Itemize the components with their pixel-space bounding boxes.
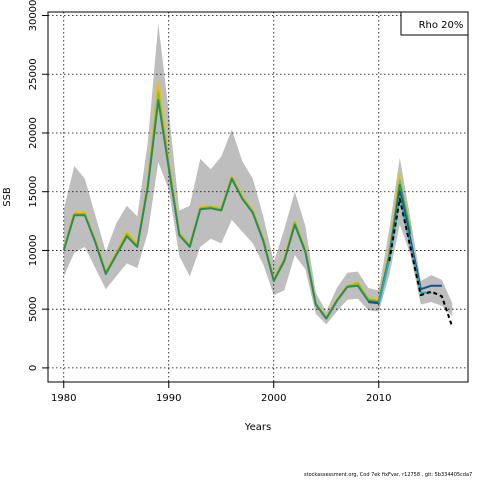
x-tick-label-2: 2000	[261, 393, 286, 404]
x-tick-label-3: 2010	[366, 393, 391, 404]
series-lines	[62, 81, 454, 328]
y-axis: 0 5000 10000 15000 20000 25000 30000	[28, 0, 48, 371]
x-axis-title: Years	[244, 422, 271, 433]
y-axis-title: SSB	[2, 187, 13, 207]
legend-entry: Rho 20%	[419, 20, 464, 31]
x-axis: 1980 1990 2000 2010	[51, 382, 391, 404]
y-tick-label-3: 15000	[28, 176, 39, 208]
legend: Rho 20%	[400, 11, 469, 36]
series-line-2	[62, 99, 412, 320]
plot-frame	[47, 11, 469, 383]
y-tick-label-6: 30000	[28, 0, 39, 31]
grid-lines	[48, 12, 468, 382]
series-line-5	[388, 197, 454, 328]
y-tick-label-4: 20000	[28, 117, 39, 149]
y-tick-label-1: 5000	[28, 296, 39, 321]
legend-box	[400, 11, 469, 36]
y-tick-label-2: 10000	[28, 234, 39, 266]
x-tick-label-1: 1990	[156, 393, 181, 404]
x-tick-label-0: 1980	[51, 393, 76, 404]
footer-note: stockassessment.org, Cod 7ek fixFvar, r1…	[304, 472, 473, 478]
y-tick-label-0: 0	[28, 365, 39, 371]
y-tick-label-5: 25000	[28, 58, 39, 90]
